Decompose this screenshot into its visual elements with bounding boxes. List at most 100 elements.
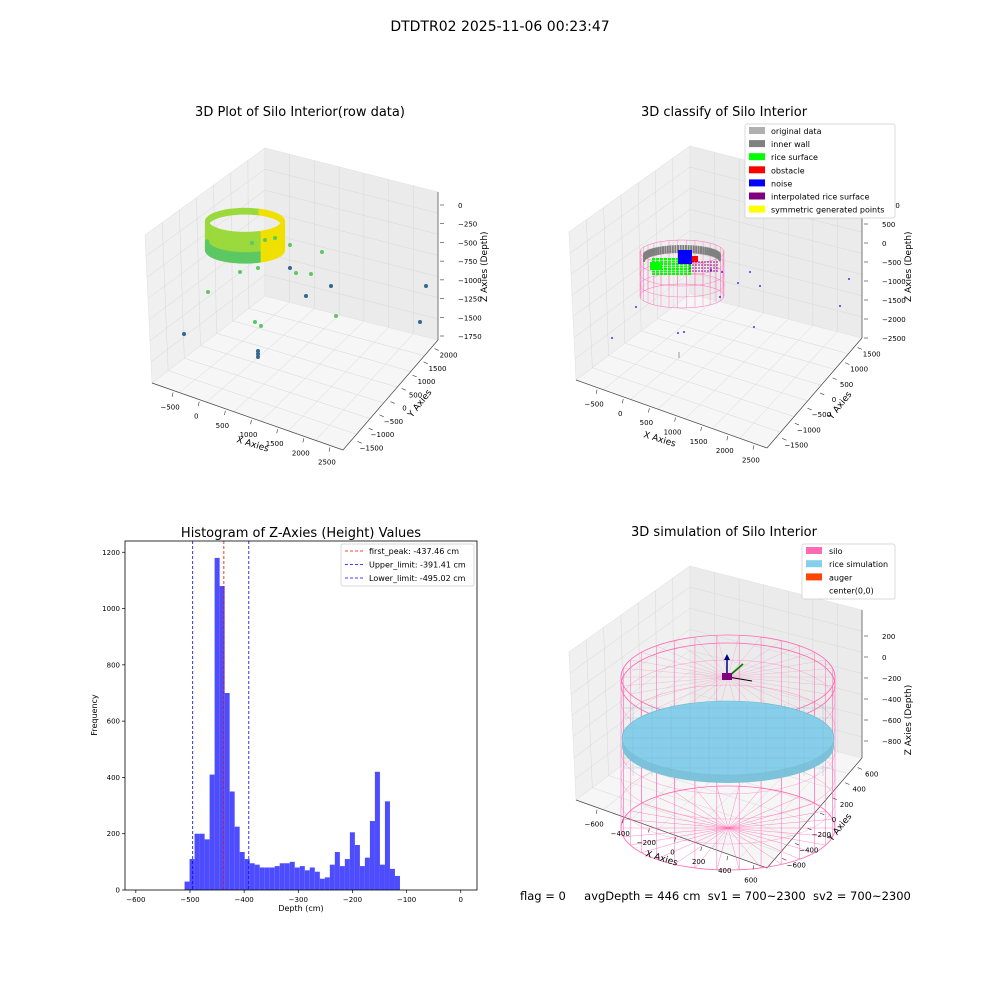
x-tick-mark: [700, 846, 702, 852]
noise-point: [749, 271, 751, 273]
histogram-bar: [214, 557, 220, 890]
rice-surface-point: [676, 258, 679, 260]
noise-point: [611, 337, 613, 339]
rice-surface-point: [656, 260, 659, 263]
rice-surface-point: [680, 265, 683, 268]
interpolated-point: [710, 267, 712, 269]
y-tick-label: 1000: [850, 366, 868, 374]
grid-line: [603, 300, 715, 390]
rice-surface-point: [672, 265, 675, 268]
y-tick-label: 500: [840, 381, 853, 389]
z-tick-label: −1500: [458, 314, 482, 322]
inner-wall-point: [653, 247, 656, 256]
interpolated-point: [689, 264, 691, 266]
silo-floor-spoke: [727, 827, 833, 837]
grid-line: [571, 629, 691, 716]
rice-surface-point: [660, 270, 663, 273]
x-tick-mark: [726, 436, 729, 441]
y-tick-mark: [782, 858, 787, 861]
inner-wall-point: [659, 246, 662, 255]
interpolated-point: [713, 264, 715, 266]
interpolated-point: [689, 270, 691, 272]
histogram-bar: [189, 859, 195, 890]
rice-surface-point: [664, 260, 667, 263]
raw-point: [204, 246, 210, 252]
y-tick-mark: [807, 827, 812, 831]
histogram-bar: [249, 863, 255, 890]
x-tick-mark: [302, 438, 305, 443]
noise-point: [848, 278, 850, 280]
grid-line: [216, 333, 398, 388]
y-tick-label: −1500: [784, 441, 808, 449]
legend-label: Upper_limit: -391.41 cm: [369, 561, 466, 570]
inner-wall-point: [657, 246, 660, 255]
noise-point: [683, 331, 685, 333]
rice-surface-point: [664, 273, 667, 275]
x-tick-mark: [752, 445, 755, 450]
y-tick-mark: [794, 843, 800, 846]
interpolated-point: [707, 267, 709, 269]
rice-surface-point: [668, 268, 671, 270]
histogram-bar: [354, 844, 360, 890]
grid-line: [179, 302, 290, 393]
classify-plot-y-label: Y Axies: [826, 390, 855, 423]
z-tick-label: −800: [882, 738, 901, 746]
grid-line: [206, 308, 315, 403]
x-tick-label: −200: [637, 839, 656, 847]
histogram-bar: [359, 866, 365, 890]
z-tick-label: −1750: [458, 333, 482, 341]
histogram-bar: [334, 852, 340, 890]
inner-wall-point: [677, 245, 680, 254]
grid-line: [637, 182, 642, 331]
legend-label: first_peak: -437.46 cm: [369, 547, 459, 556]
inner-wall-point: [664, 245, 667, 254]
silo-floor-spoke: [727, 827, 740, 870]
silo-top-spoke: [674, 640, 729, 678]
interpolated-point: [689, 267, 691, 269]
interpolated-point: [710, 261, 712, 263]
silo-floor-spoke: [674, 827, 729, 865]
grid-line: [264, 190, 439, 235]
histogram-bar: [269, 867, 275, 890]
grid-line: [592, 787, 781, 853]
silo-floor-spoke: [727, 787, 762, 829]
grid-line: [739, 331, 838, 439]
legend-swatch: [806, 560, 822, 568]
histogram-bar: [309, 867, 315, 890]
x-tick-mark: [700, 426, 702, 432]
grid-line: [264, 211, 439, 256]
silo-top-spoke: [727, 652, 815, 678]
histogram-frame: [124, 540, 478, 891]
y-tick-mark: [423, 361, 428, 364]
rice-surface-point: [652, 270, 655, 273]
silo-top-spoke: [727, 668, 833, 678]
silo-floor-spoke: [727, 810, 826, 829]
inner-wall-point: [687, 245, 690, 254]
histogram-bar: [294, 867, 300, 890]
legend-swatch: [806, 547, 822, 554]
sv2-text: sv2 = 700~2300: [812, 889, 911, 903]
histogram-bar: [219, 586, 225, 890]
rice-surface-point: [684, 265, 687, 268]
legend-label: auger: [829, 573, 853, 582]
interpolated-point: [692, 267, 694, 269]
z-tick-label: 0: [458, 202, 462, 210]
interpolated-point: [710, 264, 712, 266]
rice-surface-point: [668, 260, 671, 263]
histogram-bar: [259, 867, 265, 890]
interpolated-point: [692, 270, 694, 272]
z-tick-label: −2500: [882, 335, 906, 343]
y-tick-label: 200: [840, 801, 853, 809]
rice-surface-point: [668, 263, 671, 265]
interpolated-point: [704, 261, 706, 263]
grid-line: [573, 671, 691, 758]
simulation-plot-z-label: Z Axies (Depth): [904, 685, 914, 756]
silo-floor-spoke: [656, 796, 729, 829]
grid-line: [213, 185, 217, 334]
histogram-bar: [384, 801, 390, 890]
inner-wall-point: [666, 245, 669, 254]
y-tick-label: −1000: [371, 431, 395, 439]
raw-plot-x-ticks: −500 0 500 1000 1500 2000 2500: [160, 392, 336, 466]
x-axis-line: [575, 379, 768, 449]
